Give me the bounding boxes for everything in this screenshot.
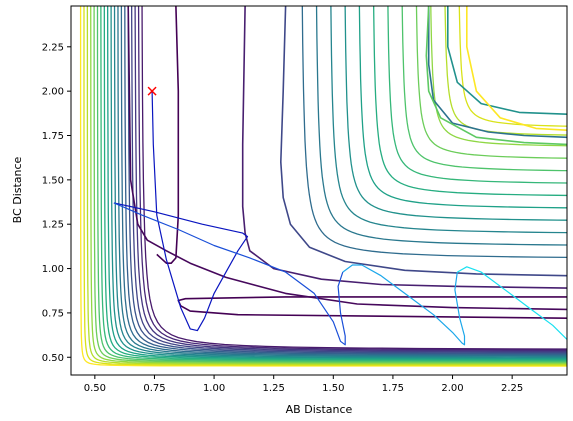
contour-line (156, 6, 180, 264)
x-axis-label: AB Distance (286, 403, 353, 416)
start-marker (147, 86, 157, 96)
contour-line (83, 6, 567, 366)
contour-line (401, 6, 567, 172)
contour-line (93, 6, 567, 364)
contour-line (127, 6, 567, 311)
y-tick-label: 0.75 (42, 308, 64, 319)
x-tick-label: 1.25 (263, 383, 285, 394)
contour-line (120, 6, 567, 356)
x-tick-label: 1.75 (382, 383, 404, 394)
trajectory-line (342, 264, 466, 346)
x-axis-ticks: 0.50 0.75 1.00 1.25 1.50 1.75 2.00 2.25 (84, 375, 523, 394)
trajectory-line (113, 91, 249, 332)
plot-area (71, 6, 567, 375)
contour-line (444, 6, 567, 136)
contour-line (330, 6, 567, 234)
x-tick-label: 0.50 (84, 383, 106, 394)
x-tick-label: 2.25 (501, 383, 523, 394)
contour-line (141, 6, 567, 350)
contour-line (344, 6, 567, 221)
y-tick-label: 1.50 (42, 175, 64, 186)
y-tick-label: 1.25 (42, 220, 64, 231)
y-tick-label: 2.25 (42, 42, 64, 53)
contour-line (134, 6, 567, 352)
contour-line (124, 6, 567, 355)
trajectory-line (113, 202, 346, 346)
y-tick-label: 1.00 (42, 264, 64, 275)
contour-line (241, 6, 567, 289)
y-tick-label: 2.00 (42, 87, 64, 98)
contour-line (387, 6, 567, 184)
contour-line (315, 6, 567, 246)
contour-line (131, 6, 567, 353)
contour-line (427, 6, 567, 139)
contour-line (373, 6, 567, 197)
y-axis-label: BC Distance (11, 156, 24, 223)
contour-line (79, 6, 567, 367)
x-tick-label: 1.50 (322, 383, 344, 394)
contour-line (96, 6, 567, 363)
x-tick-label: 1.00 (203, 383, 225, 394)
contour-line (117, 6, 567, 357)
contour-line (107, 6, 567, 360)
contour-line (90, 6, 567, 364)
trajectory-line (457, 266, 567, 340)
contour-line (86, 6, 567, 365)
contour-line (466, 6, 567, 131)
contour-line (280, 6, 567, 277)
contour-line (100, 6, 567, 362)
contour-line (110, 6, 567, 359)
contour-line (458, 6, 567, 127)
contour-line (430, 6, 567, 147)
y-tick-label: 0.50 (42, 353, 64, 364)
contour-line (113, 6, 567, 358)
y-tick-label: 1.75 (42, 131, 64, 142)
contour-line (127, 6, 567, 354)
contour-line (415, 6, 567, 159)
contour-line (103, 6, 567, 361)
contour-line (447, 6, 567, 115)
y-axis-ticks: 0.50 0.75 1.00 1.25 1.50 1.75 2.00 2.25 (42, 42, 71, 364)
contour-line (425, 6, 567, 146)
contour-line (358, 6, 567, 209)
plot-frame (70, 5, 568, 376)
contour-lines (79, 6, 567, 367)
contour-line (301, 6, 567, 259)
contour-line (137, 6, 567, 351)
reaction-trajectory (113, 86, 567, 346)
x-tick-label: 2.00 (441, 383, 463, 394)
x-tick-label: 0.75 (143, 383, 165, 394)
